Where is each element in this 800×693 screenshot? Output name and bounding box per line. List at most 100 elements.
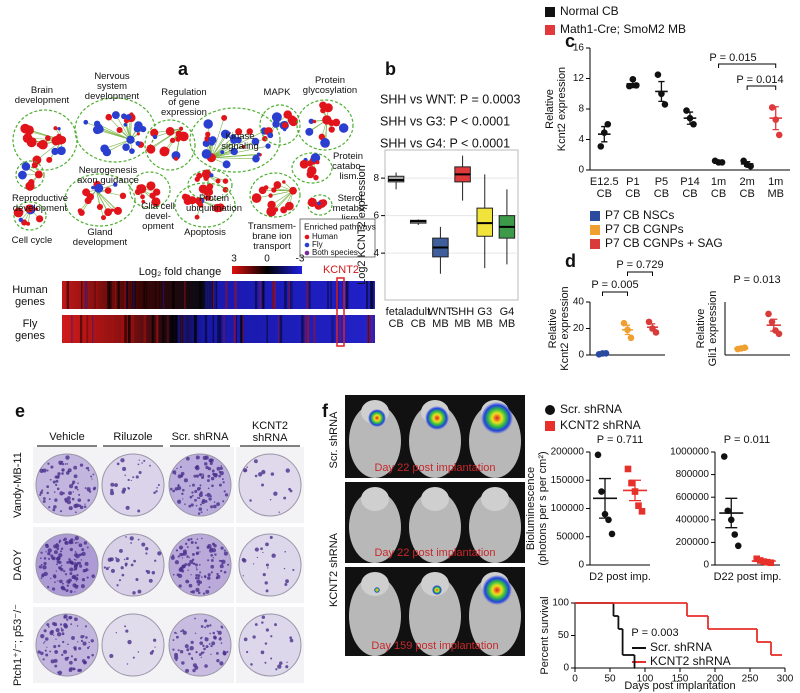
x-tick-label: 100	[637, 674, 654, 685]
node	[285, 201, 294, 211]
colony	[47, 626, 50, 628]
heatmap-stripe	[235, 315, 237, 343]
legend-label: P7 CB CGNPs	[605, 222, 684, 236]
node	[18, 217, 24, 223]
colony	[44, 637, 49, 641]
colony	[74, 541, 77, 544]
colony	[88, 641, 90, 644]
x-tick-label-line: CB	[740, 188, 755, 200]
colony	[76, 561, 80, 565]
heatmap-stripe	[96, 315, 99, 343]
colony	[120, 566, 124, 570]
node	[31, 162, 38, 169]
colony	[213, 501, 216, 503]
node	[136, 184, 147, 194]
colony	[202, 651, 205, 654]
x-tick-label: G4 MB	[499, 306, 516, 330]
colony	[227, 563, 230, 566]
colony	[262, 551, 264, 554]
x-tick-label: D22 post imp.	[714, 571, 782, 583]
colony	[52, 480, 56, 484]
colony	[39, 557, 42, 560]
colony	[215, 652, 219, 655]
colony	[206, 509, 209, 511]
colony	[58, 560, 62, 564]
scale-tick: -3	[296, 254, 305, 265]
node	[273, 207, 279, 212]
column-header-line: Riluzole	[113, 431, 152, 443]
node	[252, 154, 260, 163]
colony	[43, 561, 47, 566]
y-tick-label: 0	[578, 560, 584, 571]
colony	[66, 496, 71, 501]
cluster-outline	[249, 172, 301, 218]
colony	[43, 642, 45, 644]
colony	[132, 476, 135, 479]
colony	[191, 558, 195, 562]
mouse-head	[421, 487, 449, 511]
colony	[81, 548, 85, 552]
heatmap-stripe	[331, 315, 335, 343]
x-tick-label-line: MB	[477, 318, 494, 330]
y-tick-label: 40	[573, 297, 585, 308]
point	[594, 451, 602, 459]
node	[114, 208, 119, 213]
colony	[69, 484, 74, 489]
colony	[115, 558, 120, 563]
edge	[266, 187, 294, 192]
cluster-label-line: ubiquitination	[186, 203, 242, 214]
edge	[104, 139, 131, 149]
node	[146, 144, 156, 154]
annotation: P = 0.011	[724, 434, 770, 446]
colony	[58, 541, 61, 544]
node	[36, 141, 43, 148]
colony	[195, 455, 200, 460]
cluster-label-line: brane ion	[252, 231, 292, 242]
column-header-line: KCNT2	[252, 420, 288, 432]
node	[105, 113, 113, 121]
colony	[199, 551, 201, 553]
colony	[196, 538, 199, 540]
colony	[181, 661, 185, 665]
colony	[195, 587, 200, 592]
colony	[80, 553, 83, 556]
colony	[59, 623, 63, 626]
cluster-outline	[291, 152, 333, 184]
colony	[50, 465, 54, 469]
x-tick-label: adult CB	[406, 306, 430, 330]
colony	[42, 497, 46, 500]
colony	[284, 582, 288, 586]
imaging-caption: Day 22 post implantation	[374, 547, 495, 559]
colony	[56, 632, 62, 637]
node	[153, 199, 158, 204]
colony	[194, 541, 198, 545]
colony	[115, 557, 117, 559]
colony	[70, 623, 73, 626]
heatmap-row	[62, 281, 375, 309]
point	[690, 120, 697, 128]
colony	[53, 658, 58, 663]
node	[194, 214, 200, 220]
edge	[96, 189, 113, 211]
heatmap-stripe	[367, 315, 370, 343]
x-tick-label: 300	[777, 674, 794, 685]
node	[83, 119, 89, 125]
colony	[110, 568, 116, 574]
colony	[124, 474, 126, 477]
y-tick-label: 200000	[676, 537, 710, 548]
colony	[72, 647, 75, 649]
colony	[185, 668, 190, 673]
colony	[109, 653, 114, 659]
heatmap-stripe	[212, 315, 215, 343]
heatmap-stripe	[106, 281, 110, 309]
y-tick-label: 8	[373, 173, 379, 184]
bracket	[627, 271, 653, 276]
colony	[50, 659, 55, 664]
colony	[69, 667, 72, 671]
cluster-label-line: Glia cell	[141, 201, 175, 212]
edge	[271, 190, 294, 206]
colony	[63, 616, 66, 619]
colony	[119, 548, 123, 553]
edge	[211, 153, 259, 158]
colony	[60, 547, 64, 550]
